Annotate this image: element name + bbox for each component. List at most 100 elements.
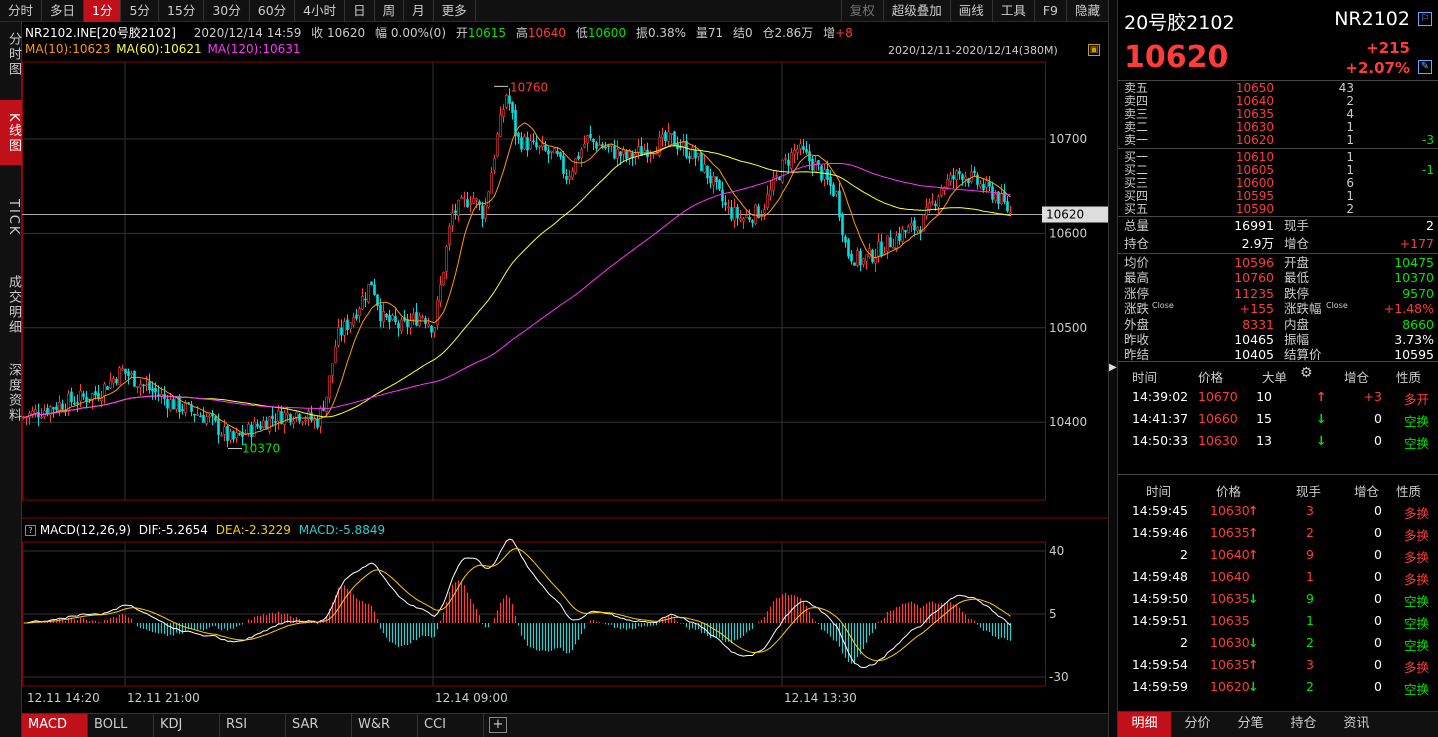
candle-body (439, 284, 442, 303)
row-nature: 多开 (1404, 392, 1430, 407)
candle (583, 135, 586, 149)
candle (754, 203, 757, 226)
bid-row[interactable]: 买二 10605 1 -1 (1118, 164, 1438, 176)
tool-button-0[interactable]: 复权 (840, 0, 883, 22)
candle-body (58, 402, 61, 411)
candle-body (670, 132, 673, 135)
ma120-line (23, 162, 1011, 418)
ask-row[interactable]: 卖一 10620 1 -3 (1118, 134, 1438, 146)
indicator-tab-1[interactable]: BOLL (88, 714, 154, 737)
detail-tab-2[interactable]: 分笔 (1237, 716, 1264, 731)
ask-row[interactable]: 卖三 10635 4 (1118, 108, 1438, 120)
stat-row: 均价 10596 开盘 10475 (1118, 255, 1438, 270)
candle (730, 199, 733, 222)
tick-time: 14:59:46 (1131, 525, 1188, 540)
bid-price: 10595 (1235, 189, 1274, 203)
candle-body (622, 149, 625, 155)
period-tab-4[interactable]: 15分 (159, 0, 205, 22)
edit-icon[interactable]: ✎ (1418, 60, 1432, 74)
period-tab-2[interactable]: 1分 (84, 0, 122, 22)
flag-icon[interactable]: ⚐ (1418, 12, 1432, 26)
candle-body (1009, 211, 1012, 214)
ask-row[interactable]: 卖四 10640 2 (1118, 95, 1438, 107)
candle (70, 387, 73, 406)
indicator-toggle-icon[interactable]: ? (25, 525, 36, 536)
indicator-tab-2[interactable]: KDJ (154, 714, 220, 737)
left-tab-0[interactable]: 分时图 (6, 31, 21, 77)
column-header: 时间 (1132, 370, 1158, 385)
detail-tab-3[interactable]: 持仓 (1290, 716, 1317, 731)
detail-tab-1[interactable]: 分价 (1184, 716, 1211, 731)
candle (892, 238, 895, 249)
add-indicator-icon[interactable]: + (489, 717, 507, 733)
detail-tab-4[interactable]: 资讯 (1343, 716, 1370, 731)
period-tab-10[interactable]: 月 (404, 0, 434, 22)
candle (820, 164, 823, 183)
candle (784, 153, 787, 165)
bid-row[interactable]: 买三 10600 6 (1118, 177, 1438, 189)
candle (493, 154, 496, 174)
ask-row[interactable]: 卖二 10630 1 (1118, 121, 1438, 133)
bid-level-label: 买四 (1124, 189, 1149, 203)
ask-row[interactable]: 卖五 10650 43 (1118, 82, 1438, 94)
tool-button-3[interactable]: 工具 (991, 0, 1034, 22)
indicator-tab-0[interactable]: MACD (22, 714, 88, 737)
candle (148, 373, 151, 394)
period-tab-5[interactable]: 30分 (204, 0, 250, 22)
candle-body (208, 415, 211, 418)
indicator-tab-5[interactable]: W&R (352, 714, 418, 737)
left-view-tabs: 分时图 K线图 TICK 成交明细深度资料 (0, 22, 22, 737)
tool-button-2[interactable]: 画线 (949, 0, 992, 22)
tool-button-5[interactable]: 隐藏 (1065, 0, 1108, 22)
bid-row[interactable]: 买五 10590 2 (1118, 203, 1438, 215)
tool-button-4[interactable]: F9 (1033, 0, 1066, 22)
candle-body (391, 315, 394, 320)
lock-icon[interactable]: ▣ (1088, 44, 1100, 56)
panel-splitter[interactable] (1108, 0, 1118, 737)
gear-icon[interactable]: ⚙ (1300, 365, 1313, 381)
period-tab-11[interactable]: 更多 (434, 0, 476, 22)
candle-body (793, 149, 796, 155)
collapse-arrow-icon[interactable]: ▶ (1109, 362, 1117, 373)
candle (523, 133, 526, 151)
indicator-tab-3[interactable]: RSI (220, 714, 286, 737)
period-tab-9[interactable]: 周 (375, 0, 405, 22)
candle (283, 410, 286, 434)
left-tab-2[interactable]: TICK (6, 199, 21, 237)
period-tab-1[interactable]: 多日 (42, 0, 85, 22)
indicator-tab-6[interactable]: CCI (418, 714, 484, 737)
stat-row: 最高 10760 最低 10370 (1118, 270, 1438, 285)
indicator-tab-4[interactable]: SAR (286, 714, 352, 737)
period-tab-3[interactable]: 5分 (121, 0, 159, 22)
candle (751, 219, 754, 228)
period-tab-6[interactable]: 60分 (250, 0, 296, 22)
left-tab-3[interactable]: 成交明细 (6, 275, 21, 335)
candle (925, 198, 928, 220)
tick-time: 14:59:48 (1131, 569, 1188, 584)
candle-body (130, 373, 133, 376)
divider (1118, 216, 1438, 217)
ma10-line (23, 122, 1011, 436)
candle-body (136, 386, 139, 388)
candle (517, 131, 520, 144)
period-tab-0[interactable]: 分时 (0, 0, 43, 22)
candle (409, 313, 412, 335)
left-tab-1[interactable]: K线图 (0, 100, 22, 165)
period-tab-7[interactable]: 4小时 (295, 0, 346, 22)
tool-button-1[interactable]: 超级叠加 (882, 0, 950, 22)
candle-body (451, 212, 454, 226)
candle-body (712, 176, 715, 186)
column-header: 现手 (1296, 484, 1322, 499)
candle (358, 306, 361, 323)
candle-body (577, 155, 580, 160)
candle (559, 151, 562, 160)
candle-body (814, 161, 817, 173)
kline-chart[interactable]: 10700 10600 10500 10400 40 5 -30 12.11 14:20 12.… (22, 22, 1108, 712)
stat-row: 外盘 8331 内盘 8660 (1118, 317, 1438, 332)
bid-row[interactable]: 买一 10610 1 (1118, 151, 1438, 163)
detail-tab-0[interactable]: 明细 (1118, 712, 1171, 737)
period-tab-8[interactable]: 日 (345, 0, 375, 22)
bid-row[interactable]: 买四 10595 1 (1118, 190, 1438, 202)
candle-body (832, 184, 835, 197)
left-tab-4[interactable]: 深度资料 (6, 363, 21, 423)
